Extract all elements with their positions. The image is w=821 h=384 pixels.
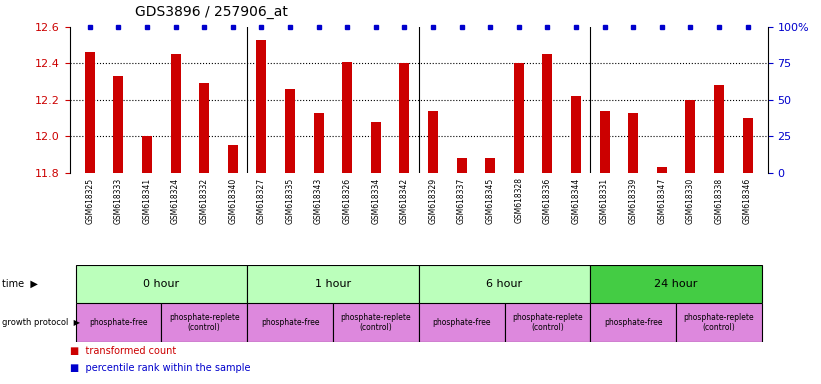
Bar: [428, 111, 438, 173]
Text: phosphate-replete
(control): phosphate-replete (control): [341, 313, 411, 332]
Bar: [456, 158, 466, 173]
Bar: [399, 63, 410, 173]
Bar: [590, 303, 677, 342]
Bar: [161, 303, 247, 342]
Bar: [686, 100, 695, 173]
Bar: [285, 89, 295, 173]
Text: phosphate-free: phosphate-free: [433, 318, 491, 327]
Bar: [657, 167, 667, 173]
Bar: [514, 63, 524, 173]
Bar: [628, 113, 638, 173]
Bar: [571, 96, 581, 173]
Text: GSM618328: GSM618328: [514, 177, 523, 223]
Text: time  ▶: time ▶: [2, 279, 38, 289]
Text: 6 hour: 6 hour: [487, 279, 523, 289]
Text: GSM618330: GSM618330: [686, 177, 695, 223]
Text: ■  percentile rank within the sample: ■ percentile rank within the sample: [70, 363, 250, 373]
Bar: [590, 265, 762, 303]
Text: GSM618334: GSM618334: [371, 177, 380, 223]
Text: phosphate-free: phosphate-free: [89, 318, 148, 327]
Bar: [142, 136, 152, 173]
Bar: [505, 303, 590, 342]
Bar: [485, 158, 495, 173]
Text: growth protocol  ▶: growth protocol ▶: [2, 318, 80, 327]
Text: GSM618345: GSM618345: [486, 177, 495, 223]
Text: ■  transformed count: ■ transformed count: [70, 346, 176, 356]
Bar: [419, 265, 590, 303]
Text: phosphate-free: phosphate-free: [604, 318, 663, 327]
Text: GSM618346: GSM618346: [743, 177, 752, 223]
Text: GSM618340: GSM618340: [228, 177, 237, 223]
Bar: [247, 265, 419, 303]
Text: GSM618325: GSM618325: [85, 177, 94, 223]
Bar: [247, 303, 333, 342]
Bar: [743, 118, 753, 173]
Text: GSM618327: GSM618327: [257, 177, 266, 223]
Bar: [256, 40, 266, 173]
Text: 1 hour: 1 hour: [314, 279, 351, 289]
Bar: [76, 265, 247, 303]
Text: GSM618344: GSM618344: [571, 177, 580, 223]
Bar: [419, 303, 505, 342]
Bar: [85, 52, 94, 173]
Text: GSM618332: GSM618332: [200, 177, 209, 223]
Text: GSM618343: GSM618343: [314, 177, 323, 223]
Bar: [113, 76, 123, 173]
Text: 24 hour: 24 hour: [654, 279, 698, 289]
Text: GSM618331: GSM618331: [600, 177, 609, 223]
Text: GSM618333: GSM618333: [114, 177, 123, 223]
Bar: [227, 146, 238, 173]
Bar: [371, 122, 381, 173]
Text: GDS3896 / 257906_at: GDS3896 / 257906_at: [135, 5, 288, 19]
Bar: [76, 303, 161, 342]
Text: phosphate-replete
(control): phosphate-replete (control): [169, 313, 240, 332]
Text: GSM618326: GSM618326: [342, 177, 351, 223]
Text: phosphate-replete
(control): phosphate-replete (control): [512, 313, 583, 332]
Bar: [333, 303, 419, 342]
Text: GSM618329: GSM618329: [429, 177, 438, 223]
Bar: [677, 303, 762, 342]
Bar: [714, 85, 724, 173]
Text: GSM618342: GSM618342: [400, 177, 409, 223]
Text: GSM618335: GSM618335: [286, 177, 295, 223]
Bar: [342, 61, 352, 173]
Text: GSM618338: GSM618338: [714, 177, 723, 223]
Text: GSM618336: GSM618336: [543, 177, 552, 223]
Text: phosphate-free: phosphate-free: [261, 318, 319, 327]
Text: phosphate-replete
(control): phosphate-replete (control): [684, 313, 754, 332]
Bar: [200, 83, 209, 173]
Text: GSM618347: GSM618347: [658, 177, 667, 223]
Text: GSM618337: GSM618337: [457, 177, 466, 223]
Bar: [543, 54, 553, 173]
Text: GSM618339: GSM618339: [629, 177, 638, 223]
Text: GSM618341: GSM618341: [143, 177, 152, 223]
Bar: [314, 113, 323, 173]
Bar: [171, 54, 181, 173]
Text: GSM618324: GSM618324: [171, 177, 180, 223]
Bar: [599, 111, 610, 173]
Text: 0 hour: 0 hour: [143, 279, 179, 289]
